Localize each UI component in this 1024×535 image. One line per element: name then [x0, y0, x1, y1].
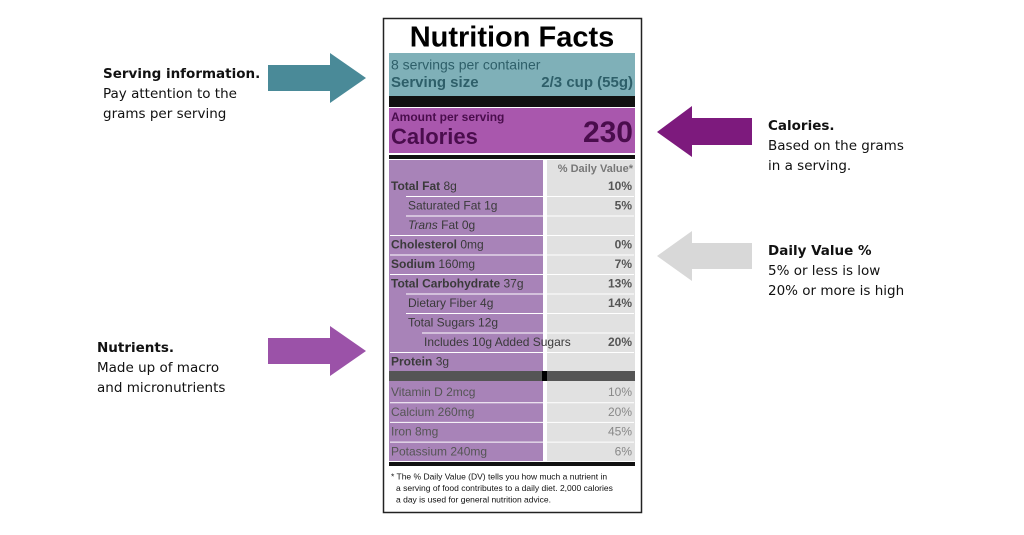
nutrient-amount: 0g: [462, 218, 475, 232]
amount-per-serving: Amount per serving: [391, 110, 504, 124]
nutrient-row: Total Sugars 12g: [408, 316, 498, 330]
annotation-title: Serving information.: [103, 66, 260, 82]
label-title: Nutrition Facts: [410, 22, 615, 54]
vitamin-rule-mark: [542, 371, 547, 381]
nutrient-name: Fat: [441, 218, 459, 232]
serving-size-value: 2/3 cup (55g): [541, 74, 633, 91]
nutrient-amount: 0mg: [460, 238, 483, 252]
nutrient-name: Total Carbohydrate: [391, 277, 500, 291]
annotation-text: 5% or less is low: [768, 263, 880, 279]
nutrient-row: Total Carbohydrate 37g: [391, 277, 524, 291]
nutrient-name: Sodium: [391, 257, 435, 271]
nutrient-row: Saturated Fat 1g: [408, 199, 497, 213]
footnote-line: a day is used for general nutrition advi…: [396, 494, 551, 504]
nutrient-row: Sodium 160mg: [391, 257, 475, 271]
vitamin-dv: 20%: [608, 405, 632, 419]
footnote-line: a serving of food contributes to a daily…: [396, 483, 613, 493]
nutrient-amount: 8g: [443, 179, 456, 193]
nutrient-row: Includes 10g Added Sugars: [424, 335, 571, 349]
nutrient-name: Cholesterol: [391, 238, 457, 252]
annotation-title: Daily Value %: [768, 243, 872, 259]
nutrient-row: Cholesterol 0mg: [391, 238, 484, 252]
nutrient-amount: 1g: [484, 199, 497, 213]
nutrient-name-italic: Trans: [408, 218, 438, 232]
nutrient-name: Total Sugars: [408, 316, 475, 330]
nutrient-amount: 3g: [436, 355, 449, 369]
serving-highlight: [389, 53, 635, 96]
medium-rule: [389, 155, 635, 159]
annotation-text: Based on the grams: [768, 138, 904, 154]
annotation-text: grams per serving: [103, 106, 226, 122]
calories-label: Calories: [391, 124, 478, 149]
nutrient-dv: 5%: [615, 199, 633, 213]
vitamin-dv: 6%: [615, 444, 633, 458]
arrow-nutrients: [268, 326, 366, 376]
vitamin-name: Calcium 260mg: [391, 405, 474, 419]
calories-value: 230: [583, 116, 633, 149]
vitamin-rule: [389, 371, 635, 381]
footnote-line: * The % Daily Value (DV) tells you how m…: [391, 471, 607, 481]
arrow-daily-value: [657, 231, 752, 281]
nutrient-row: Total Fat 8g: [391, 179, 457, 193]
annotation-text: 20% or more is high: [768, 283, 904, 299]
vitamin-name: Potassium 240mg: [391, 444, 487, 458]
vitamin-dv: 10%: [608, 385, 632, 399]
thick-rule: [389, 96, 635, 107]
annotation-text: Made up of macro: [97, 360, 219, 376]
dv-header: % Daily Value*: [558, 163, 634, 175]
annotation-title: Calories.: [768, 118, 835, 134]
nutrient-amount: 4g: [480, 296, 493, 310]
nutrient-dv: 14%: [608, 296, 632, 310]
nutrient-row: Protein 3g: [391, 355, 449, 369]
nutrient-name: Dietary Fiber: [408, 296, 477, 310]
vitamin-dv: 45%: [608, 425, 632, 439]
nutrient-name: Includes 10g Added Sugars: [424, 335, 571, 349]
servings: 8 servings per container: [391, 57, 541, 73]
serving-size-label: Serving size: [391, 74, 479, 91]
nutrient-dv: 0%: [615, 238, 633, 252]
nutrient-name: Saturated Fat: [408, 199, 481, 213]
annotation-text: in a serving.: [768, 158, 851, 174]
vitamin-name: Vitamin D 2mcg: [391, 385, 475, 399]
arrow-calories: [657, 106, 752, 157]
arrow-serving: [268, 53, 366, 103]
annotation-title: Nutrients.: [97, 340, 174, 356]
nutrient-dv: 20%: [608, 335, 632, 349]
nutrient-amount: 12g: [478, 316, 498, 330]
nutrient-dv: 10%: [608, 179, 632, 193]
nutrients-highlight: [389, 160, 543, 461]
nutrient-row: Trans Fat 0g: [408, 218, 475, 232]
nutrient-dv: 7%: [615, 257, 633, 271]
calories-highlight: [389, 108, 635, 153]
footnote-rule: [389, 462, 635, 466]
nutrient-dv: 13%: [608, 277, 632, 291]
dv-highlight: [547, 160, 635, 461]
nutrient-row: Dietary Fiber 4g: [408, 296, 493, 310]
annotation-text: Pay attention to the: [103, 86, 237, 102]
nutrient-amount: 37g: [503, 277, 523, 291]
nutrient-name: Protein: [391, 355, 432, 369]
nutrient-name: Total Fat: [391, 179, 440, 193]
nutrient-amount: 160mg: [438, 257, 475, 271]
vitamin-name: Iron 8mg: [391, 425, 438, 439]
annotation-text: and micronutrients: [97, 380, 225, 396]
